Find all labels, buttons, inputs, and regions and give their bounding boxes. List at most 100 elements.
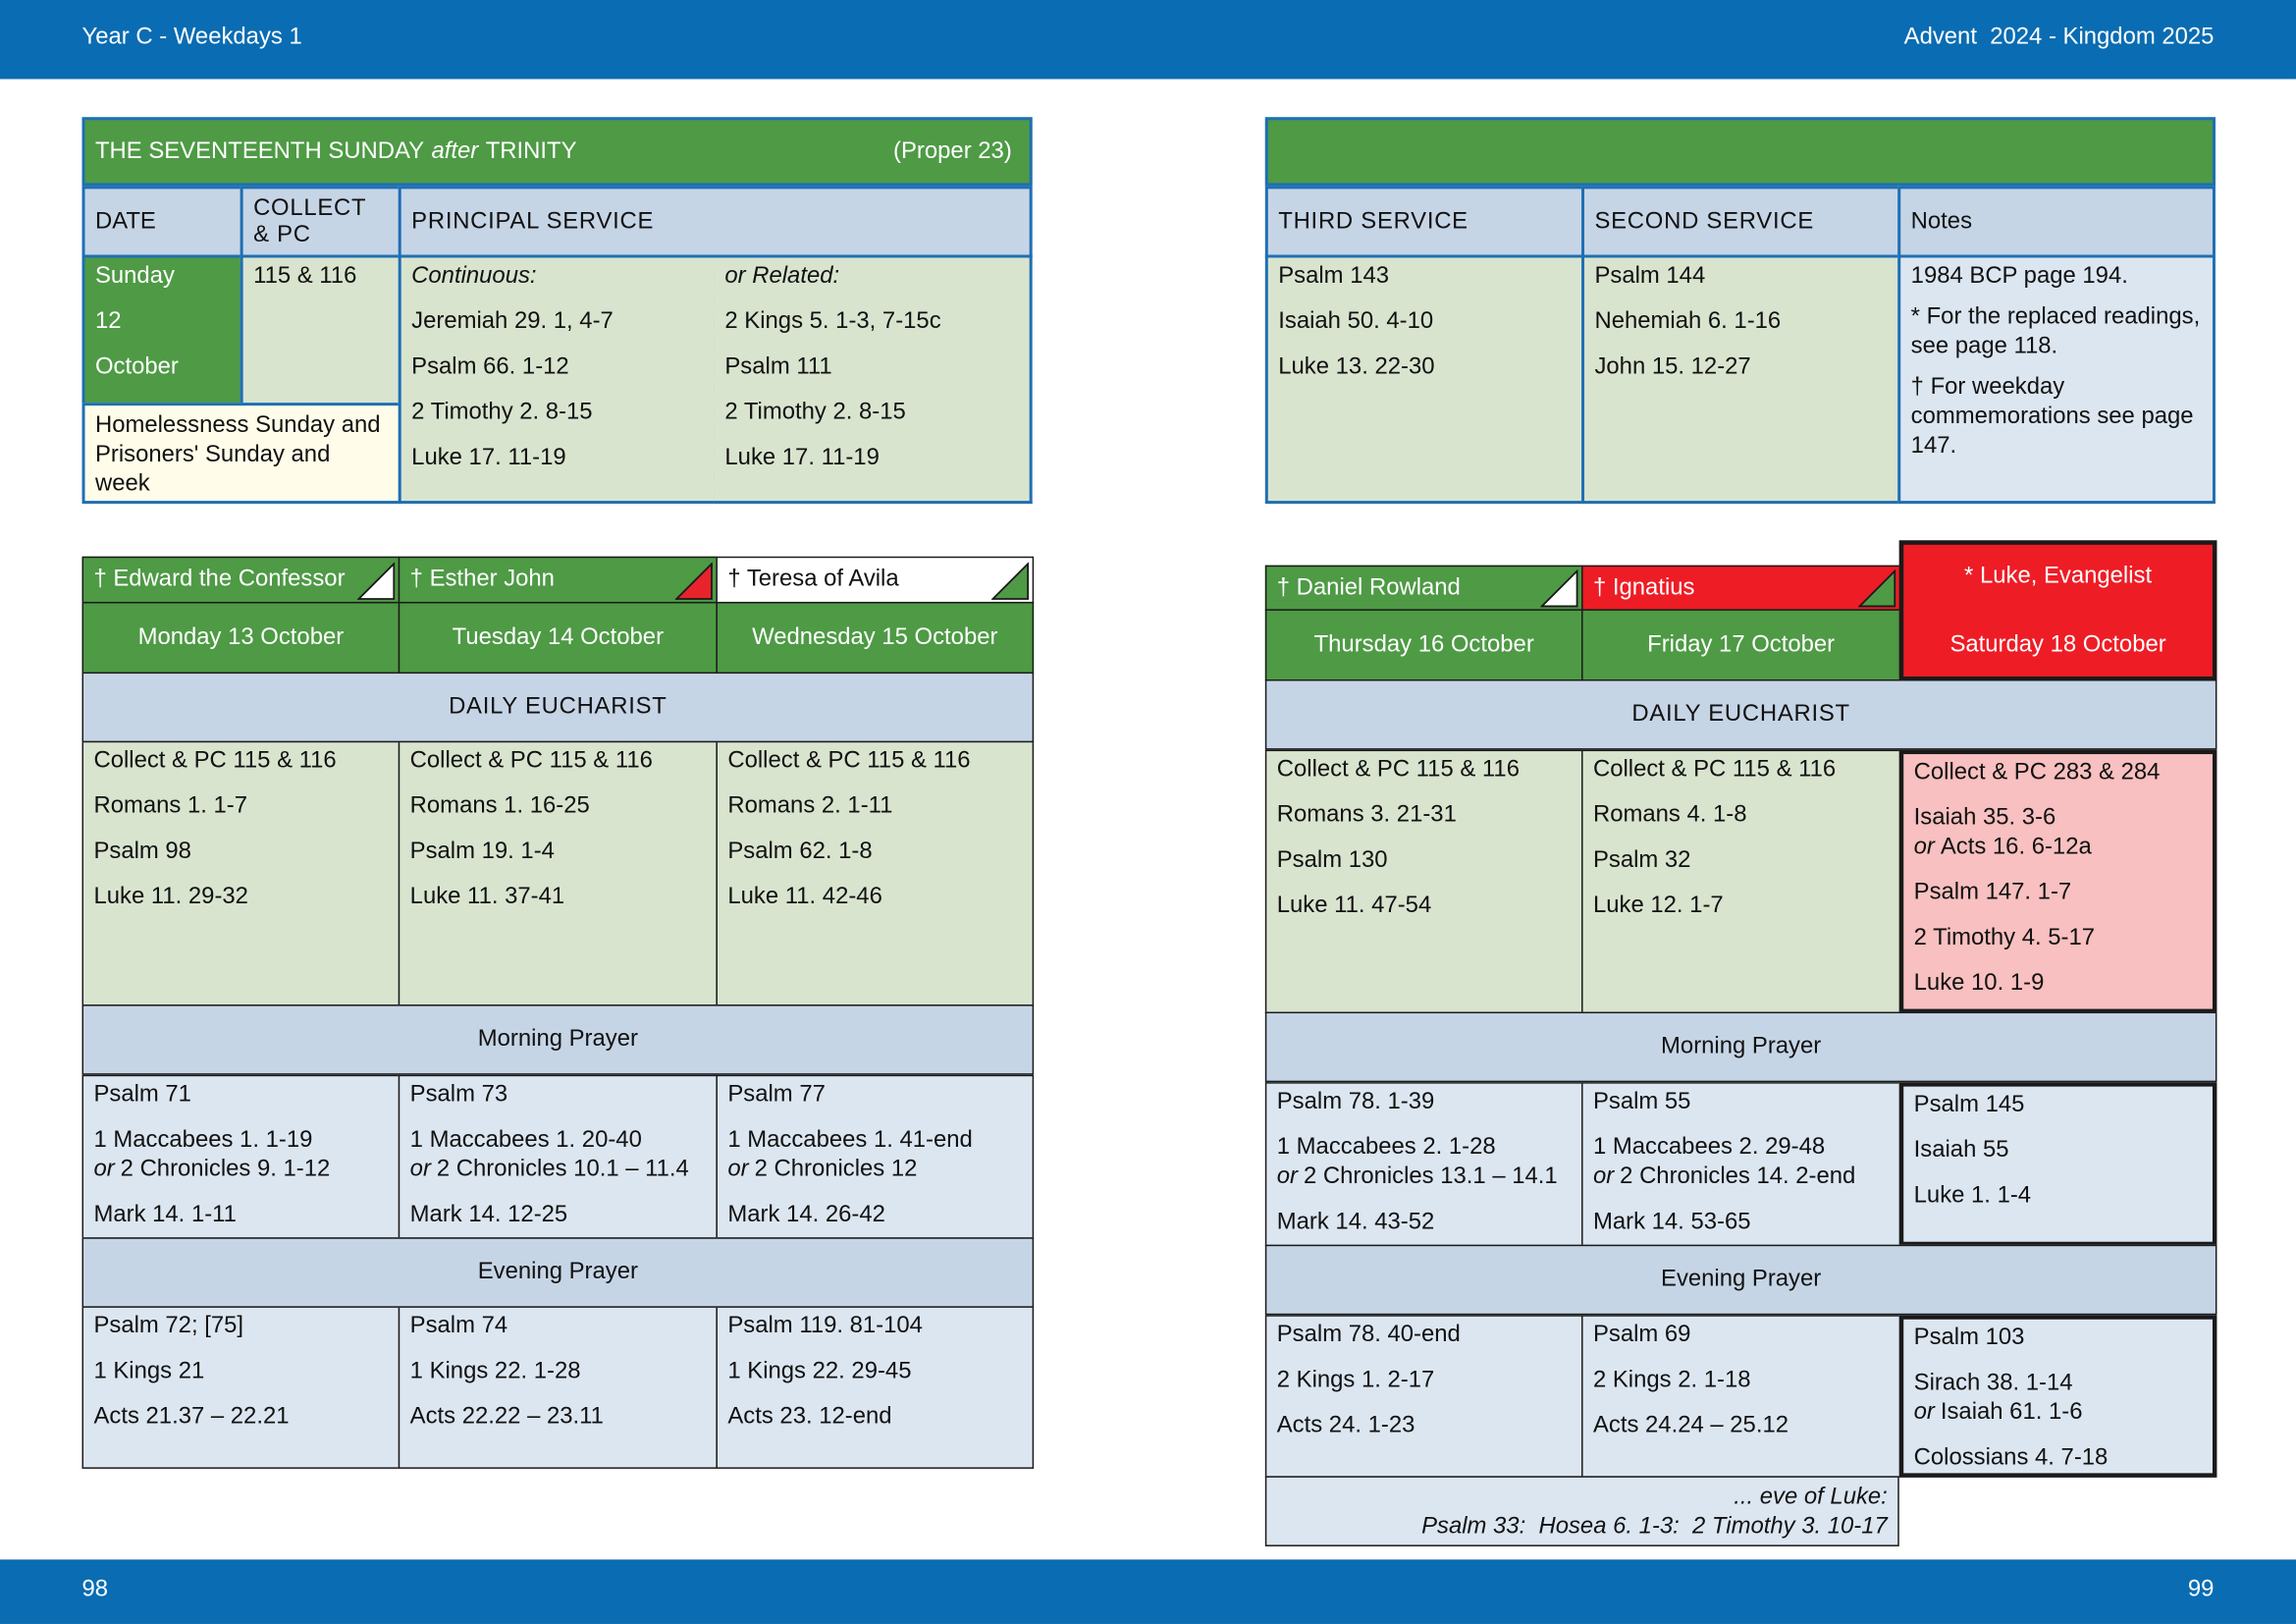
reading: Romans 4. 1-8 xyxy=(1592,802,1747,828)
label: THIRD SERVICE xyxy=(1278,208,1468,234)
reading: John 15. 12-27 xyxy=(1594,353,1751,380)
alternative-text: 2 Chronicles 14. 2-end xyxy=(1620,1164,1856,1190)
reading: Psalm 62. 1-8 xyxy=(727,839,873,864)
or-word: or xyxy=(727,1157,749,1182)
section-header: Evening Prayer xyxy=(81,1237,1035,1308)
reading: 2 Kings 5. 1-3, 7-15c xyxy=(724,308,941,335)
evening-cell: Psalm 74 1 Kings 22. 1-28 Acts 22.22 – 23.… xyxy=(398,1306,718,1469)
reading: Psalm 147. 1-7 xyxy=(1913,880,2072,905)
reading: Mark 14. 26-42 xyxy=(727,1202,885,1227)
reading: Psalm 69 xyxy=(1592,1322,1691,1348)
reading: Psalm 55 xyxy=(1592,1089,1691,1114)
morning-cell: Psalm 55 1 Maccabees 2. 29-48 or 2 Chronicl… xyxy=(1581,1082,1901,1247)
page-number-right: 99 xyxy=(2187,1577,2215,1602)
commemoration: † Teresa of Avila xyxy=(727,567,899,592)
alternative-text: Acts 16. 6-12a xyxy=(1940,835,2092,860)
section-header: Morning Prayer xyxy=(81,1004,1035,1075)
eucharist-cell: Collect & PC 115 & 116 Romans 2. 1-11 Psal… xyxy=(716,740,1035,1006)
reading: 2 Kings 1. 2-17 xyxy=(1276,1367,1435,1393)
reading: Mark 14. 53-65 xyxy=(1592,1209,1751,1235)
header-right: Advent 2024 - Kingdom 2025 xyxy=(1903,25,2215,50)
alternative-text: 2 Chronicles 10.1 – 11.4 xyxy=(436,1157,689,1182)
reading: Acts 24.24 – 25.12 xyxy=(1592,1413,1789,1438)
marker xyxy=(990,562,1030,600)
marker xyxy=(1857,569,1896,608)
commemoration: † Ignatius xyxy=(1592,574,1695,600)
eve-cell: ... eve of Luke: Psalm 33: Hosea 6. 1-3: … xyxy=(1264,1476,1899,1546)
label: COLLECT & PC xyxy=(253,195,366,247)
commemoration-cell: † Esther John xyxy=(398,556,718,604)
reading-alternative: or 2 Chronicles 13.1 – 14.1 xyxy=(1277,1163,1572,1192)
footer-bar: 98 99 xyxy=(0,1559,2296,1624)
commemoration: * Luke, Evangelist xyxy=(1964,564,2153,589)
reading: Psalm 73 xyxy=(409,1082,508,1108)
reading-text: 1 Maccabees 1. 20-40 xyxy=(409,1127,642,1153)
or-word: or xyxy=(1913,1399,1935,1426)
related-label: or Related: xyxy=(724,263,840,289)
day-date: Wednesday 15 October xyxy=(752,624,998,650)
page-number-left: 98 xyxy=(81,1577,109,1602)
date-line: 12 xyxy=(94,308,122,335)
note: † For weekday commemorations see page 14… xyxy=(1910,374,2194,459)
reading: Acts 22.22 – 23.11 xyxy=(409,1404,604,1430)
marker-triangle xyxy=(1857,569,1896,608)
reading-text: Isaiah 35. 3-6 xyxy=(1913,805,2056,831)
reading: Luke 1. 1-4 xyxy=(1913,1183,2032,1209)
reading: Sirach 38. 1-14 or Isaiah 61. 1-6 xyxy=(1914,1369,2203,1428)
reading-text: 1 Maccabees 2. 1-28 xyxy=(1276,1134,1496,1161)
date-header: DATE xyxy=(81,186,243,258)
section-title: DAILY EUCHARIST xyxy=(449,693,667,720)
reading: Psalm 72; [75] xyxy=(93,1313,244,1339)
reading-alternative: or 2 Chronicles 10.1 – 11.4 xyxy=(410,1156,706,1185)
marker-triangle xyxy=(990,562,1030,600)
reading: Mark 14. 43-52 xyxy=(1276,1209,1435,1235)
reading: Isaiah 35. 3-6 or Acts 16. 6-12a xyxy=(1914,804,2203,863)
label: PRINCIPAL SERVICE xyxy=(411,208,655,234)
reading: 1 Maccabees 1. 41-end or 2 Chronicles 12 xyxy=(727,1126,1022,1185)
day-date: Thursday 16 October xyxy=(1313,631,1534,657)
commemoration: † Edward the Confessor xyxy=(93,567,346,592)
reading: Psalm 77 xyxy=(727,1082,826,1108)
commemoration: † Esther John xyxy=(409,567,555,592)
reading-text: 1 Maccabees 1. 41-end xyxy=(727,1127,973,1153)
day-date: Tuesday 14 October xyxy=(452,624,665,650)
reading: Luke 11. 42-46 xyxy=(727,884,882,910)
principal-header: PRINCIPAL SERVICE xyxy=(398,186,1033,258)
section-title: DAILY EUCHARIST xyxy=(1631,701,1850,727)
evening-cell: Psalm 72; [75] 1 Kings 21 Acts 21.37 – 22.… xyxy=(81,1306,400,1469)
date-cell: Wednesday 15 October xyxy=(716,601,1035,675)
reading-alternative: or Isaiah 61. 1-6 xyxy=(1914,1398,2203,1428)
reading-text: Sirach 38. 1-14 xyxy=(1913,1370,2073,1396)
reading: Luke 12. 1-7 xyxy=(1592,893,1724,919)
evening-cell: Psalm 119. 81-104 1 Kings 22. 29-45 Acts 2… xyxy=(716,1306,1035,1469)
reading: Collect & PC 115 & 116 xyxy=(1592,757,1837,783)
sunday-title-end: TRINITY xyxy=(485,137,577,164)
evening-cell: Psalm 103 Sirach 38. 1-14 or Isaiah 61. 1-6… xyxy=(1898,1315,2217,1478)
reading: Romans 3. 21-31 xyxy=(1276,802,1457,828)
date-cell: Thursday 16 October xyxy=(1264,609,1583,681)
section-title: Morning Prayer xyxy=(477,1026,638,1052)
reading: Mark 14. 12-25 xyxy=(409,1202,568,1227)
date-cell: Friday 17 October xyxy=(1581,609,1901,681)
reading: Psalm 71 xyxy=(93,1082,191,1108)
reading: Collect & PC 115 & 116 xyxy=(93,748,337,774)
alternative-text: 2 Chronicles 13.1 – 14.1 xyxy=(1303,1164,1558,1190)
reading: Mark 14. 1-11 xyxy=(93,1202,237,1227)
reading: Romans 1. 16-25 xyxy=(409,793,590,819)
section-title: Morning Prayer xyxy=(1661,1033,1822,1059)
reading: 1 Kings 22. 1-28 xyxy=(409,1359,581,1384)
reading: Romans 1. 1-7 xyxy=(93,793,248,819)
reading: Collect & PC 283 & 284 xyxy=(1913,760,2161,785)
day-date: Friday 17 October xyxy=(1647,631,1836,657)
morning-cell: Psalm 77 1 Maccabees 1. 41-end or 2 Chronic… xyxy=(716,1074,1035,1239)
collect: 115 & 116 xyxy=(253,263,357,289)
reading: Luke 11. 47-54 xyxy=(1276,893,1432,919)
section-header: Morning Prayer xyxy=(1264,1011,2217,1083)
commemoration-cell: † Ignatius xyxy=(1581,565,1901,611)
date-line: Sunday xyxy=(94,263,175,289)
notes-header: Notes xyxy=(1897,186,2216,258)
reading-alternative: or 2 Chronicles 12 xyxy=(727,1156,1022,1185)
alternative-text: 2 Chronicles 9. 1-12 xyxy=(120,1157,331,1182)
sunday-collect: 115 & 116 xyxy=(240,254,401,406)
